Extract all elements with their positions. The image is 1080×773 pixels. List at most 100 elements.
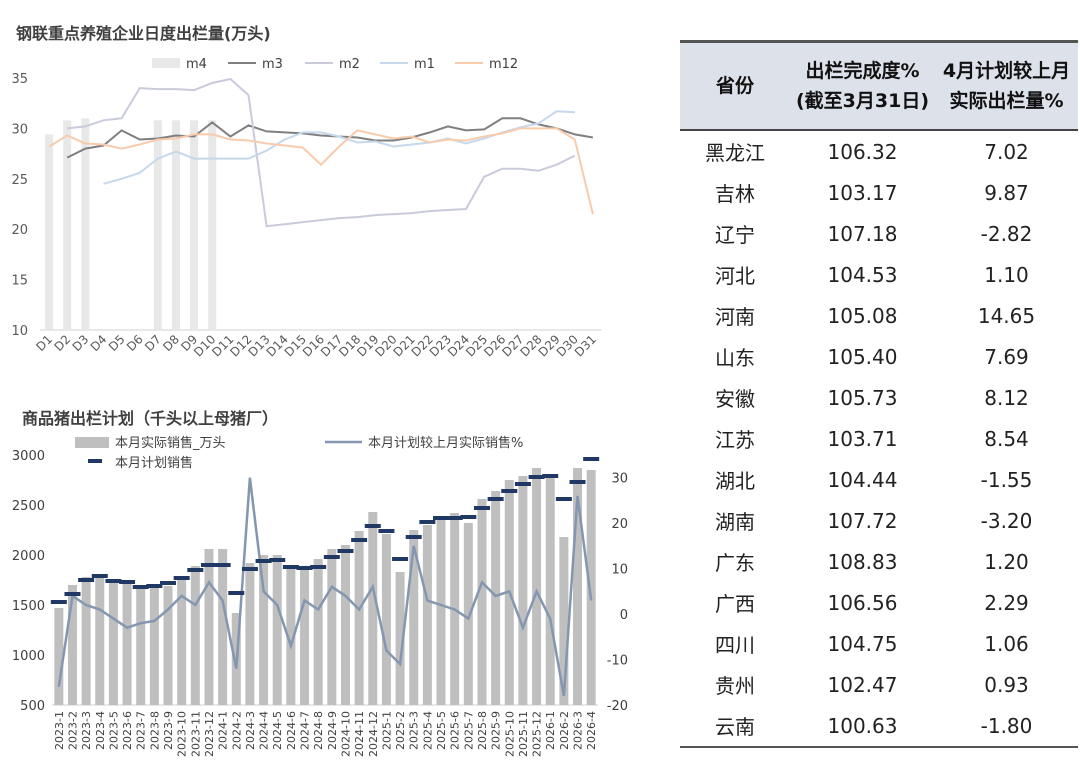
y-tick-label: 35	[11, 72, 28, 87]
x-tick-label: 2025-8	[476, 711, 489, 750]
province-cell: 河南	[715, 305, 755, 329]
province-cell: 湖南	[715, 510, 755, 534]
marker-plan-2023-2	[64, 592, 81, 596]
legend-label-m4: m4	[186, 57, 207, 72]
marker-plan-2025-5	[433, 516, 450, 520]
marker-plan-2024-9	[323, 555, 340, 559]
marker-plan-2023-10	[173, 576, 190, 580]
bar-2025-5	[436, 520, 446, 705]
bar-2023-9	[163, 586, 173, 705]
province-cell: 贵州	[715, 674, 755, 698]
x-tick-label: 2024-9	[326, 711, 339, 750]
table-row: 云南 100.63 -1.80	[680, 705, 1078, 748]
x-tick-label: 2025-10	[503, 711, 516, 757]
marker-plan-2023-3	[78, 578, 95, 582]
province-cell: 黑龙江	[680, 129, 790, 172]
marker-plan-2023-1	[50, 600, 67, 604]
header-line: 省份	[715, 75, 754, 97]
plan-cell: 0.93	[984, 672, 1029, 697]
plan-cell: 1.10	[984, 262, 1029, 287]
plan-cell: 14.65	[977, 303, 1036, 328]
province-cell: 广东	[715, 551, 755, 575]
completion-cell: 103.17	[827, 180, 898, 205]
marker-plan-2023-7	[132, 585, 149, 589]
marker-plan-2025-7	[460, 515, 477, 519]
x-tick-label: 2026-2	[558, 711, 571, 750]
x-tick-label: 2023-5	[107, 711, 120, 750]
bar-2025-1	[381, 534, 391, 705]
marker-plan-2024-3	[241, 567, 258, 571]
y2-tick-label: 30	[611, 472, 628, 487]
y-tick-label: 10	[11, 324, 28, 339]
marker-plan-2023-11	[187, 568, 204, 572]
x-tick-label: 2023-1	[53, 711, 66, 750]
bar-2023-2	[67, 585, 77, 705]
plan-cell: 8.54	[984, 426, 1029, 451]
bar-2024-7	[300, 568, 310, 705]
legend-label-m1: m1	[414, 57, 435, 72]
legend-label-m2: m2	[339, 57, 360, 72]
completion-cell: 100.63	[790, 705, 935, 748]
x-tick-label: 2023-11	[189, 711, 202, 757]
bar-2023-5	[108, 583, 118, 705]
x-tick-label: 2026-1	[544, 711, 557, 750]
table-row: 山东 105.40 7.69	[680, 336, 1078, 377]
x-tick-label: 2025-2	[394, 711, 407, 750]
table-row: 江苏 103.71 8.54	[680, 418, 1078, 459]
bar-2026-4	[586, 470, 596, 705]
plan-cell: 1.20	[984, 549, 1029, 574]
x-tick-label: 2024-1	[217, 711, 230, 750]
legend-label-m12: m12	[489, 57, 518, 72]
bar-2026-3	[573, 468, 583, 705]
marker-plan-2024-10	[337, 549, 354, 553]
marker-plan-2024-7	[296, 566, 313, 570]
table-row: 湖南 107.72 -3.20	[680, 500, 1078, 541]
marker-plan-2024-12	[364, 524, 381, 528]
bar-2024-8	[313, 559, 323, 705]
x-tick-label: 2024-4	[258, 711, 271, 750]
province-cell: 云南	[680, 705, 790, 748]
x-tick-label: 2024-8	[312, 711, 325, 750]
marker-plan-2023-9	[160, 581, 177, 585]
bar-2025-7	[463, 523, 473, 705]
marker-plan-2023-8	[146, 584, 163, 588]
plan-cell: -1.80	[935, 705, 1078, 748]
line-m2	[67, 77, 576, 228]
bar-m4-D9	[190, 120, 199, 330]
header-line: (截至3月31日)	[795, 90, 930, 112]
completion-cell: 105.08	[827, 303, 898, 328]
header-line: 出栏完成度%	[805, 60, 920, 82]
completion-cell: 102.47	[827, 672, 898, 697]
legend-label-bar: 本月实际销售_万头	[115, 435, 226, 451]
bar-2023-3	[81, 577, 91, 705]
x-tick-label: 2025-4	[421, 711, 434, 750]
bar-2026-1	[545, 475, 555, 705]
bar-2025-2	[395, 572, 405, 705]
y-tick-label: 1000	[12, 649, 45, 664]
bar-2025-4	[422, 525, 432, 705]
header-line: 实际出栏量%	[949, 90, 1064, 112]
x-tick-label: 2025-3	[408, 711, 421, 750]
y2-tick-label: -10	[607, 654, 628, 669]
header-completion: 出栏完成度% (截至3月31日)	[790, 41, 935, 130]
completion-cell: 105.73	[827, 385, 898, 410]
y-tick-label: 1500	[12, 599, 45, 614]
bar-2023-12	[204, 549, 214, 705]
bar-2023-4	[95, 576, 105, 705]
completion-cell: 104.75	[827, 631, 898, 656]
legend-swatch-marker	[88, 459, 102, 463]
marker-plan-2025-4	[419, 520, 436, 524]
legend-label-line: 本月计划较上月实际销售%	[368, 435, 523, 451]
province-cell: 湖北	[715, 469, 755, 493]
bar-2024-12	[368, 512, 378, 705]
x-tick-label: 2024-11	[353, 711, 366, 757]
marker-plan-2026-4	[583, 457, 600, 461]
bar-2025-8	[477, 499, 487, 705]
bar-m4-D3	[81, 118, 90, 330]
bar-m4-D8	[171, 120, 180, 330]
bar-2026-2	[559, 537, 569, 705]
top-chart-title: 钢联重点养殖企业日度出栏量(万头)	[16, 24, 271, 43]
x-tick-label: D31	[572, 332, 599, 359]
marker-plan-2025-2	[392, 557, 409, 561]
bar-m4-D7	[153, 120, 162, 330]
